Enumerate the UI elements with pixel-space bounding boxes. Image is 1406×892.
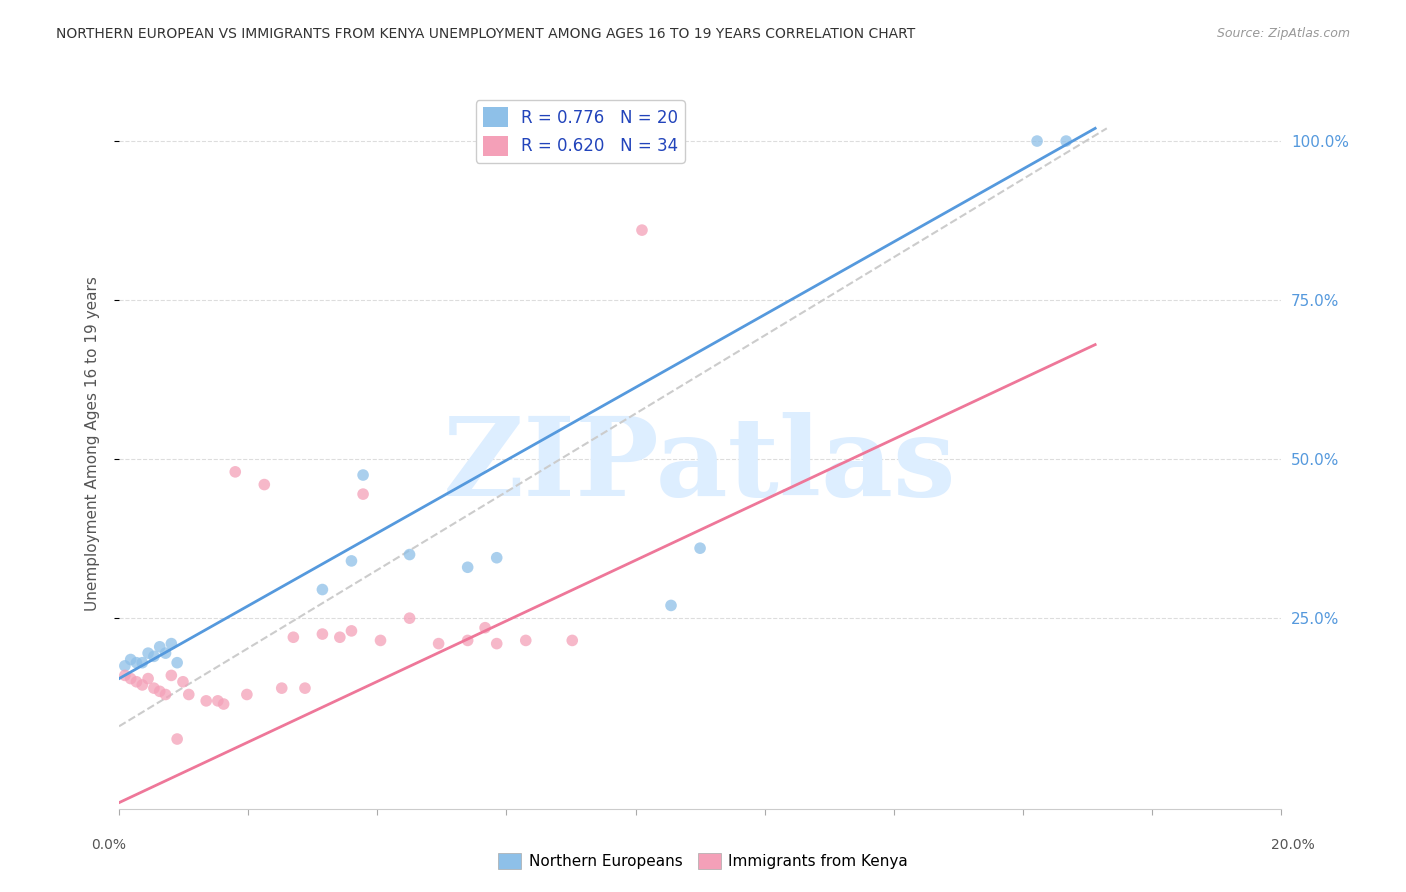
Y-axis label: Unemployment Among Ages 16 to 19 years: Unemployment Among Ages 16 to 19 years: [86, 276, 100, 611]
Point: [125, 656, 148, 670]
Point: [474, 621, 496, 635]
Point: [155, 688, 177, 702]
Point: [1054, 134, 1077, 148]
Text: 0.0%: 0.0%: [91, 838, 127, 852]
Point: [207, 694, 229, 708]
Point: [142, 681, 165, 695]
Point: [131, 656, 153, 670]
Point: [172, 674, 194, 689]
Point: [160, 637, 183, 651]
Point: [340, 624, 363, 638]
Point: [485, 550, 508, 565]
Point: [294, 681, 316, 695]
Point: [131, 678, 153, 692]
Point: [136, 672, 159, 686]
Legend: R = 0.776   N = 20, R = 0.620   N = 34: R = 0.776 N = 20, R = 0.620 N = 34: [477, 101, 685, 162]
Point: [311, 627, 333, 641]
Text: NORTHERN EUROPEAN VS IMMIGRANTS FROM KENYA UNEMPLOYMENT AMONG AGES 16 TO 19 YEAR: NORTHERN EUROPEAN VS IMMIGRANTS FROM KEN…: [56, 27, 915, 41]
Point: [283, 630, 305, 644]
Point: [398, 611, 420, 625]
Point: [149, 640, 172, 654]
Point: [142, 649, 165, 664]
Point: [561, 633, 583, 648]
Point: [329, 630, 352, 644]
Point: [485, 637, 508, 651]
Point: [120, 672, 142, 686]
Point: [515, 633, 537, 648]
Legend: Northern Europeans, Immigrants from Kenya: Northern Europeans, Immigrants from Keny…: [492, 847, 914, 875]
Point: [224, 465, 246, 479]
Point: [457, 560, 479, 574]
Point: [212, 697, 235, 711]
Point: [457, 633, 479, 648]
Point: [195, 694, 218, 708]
Point: [120, 652, 142, 666]
Point: [370, 633, 392, 648]
Point: [236, 688, 259, 702]
Text: ZIPatlas: ZIPatlas: [443, 412, 957, 518]
Point: [340, 554, 363, 568]
Point: [659, 599, 682, 613]
Point: [114, 668, 136, 682]
Point: [125, 674, 148, 689]
Point: [177, 688, 200, 702]
Point: [1026, 134, 1049, 148]
Point: [253, 477, 276, 491]
Point: [631, 223, 654, 237]
Text: Source: ZipAtlas.com: Source: ZipAtlas.com: [1216, 27, 1350, 40]
Point: [166, 656, 188, 670]
Text: 20.0%: 20.0%: [1271, 838, 1315, 852]
Point: [270, 681, 292, 695]
Point: [427, 637, 450, 651]
Point: [136, 646, 159, 660]
Point: [166, 732, 188, 747]
Point: [149, 684, 172, 698]
Point: [155, 646, 177, 660]
Point: [160, 668, 183, 682]
Point: [352, 468, 374, 483]
Point: [311, 582, 333, 597]
Point: [114, 658, 136, 673]
Point: [398, 548, 420, 562]
Point: [689, 541, 711, 556]
Point: [352, 487, 374, 501]
